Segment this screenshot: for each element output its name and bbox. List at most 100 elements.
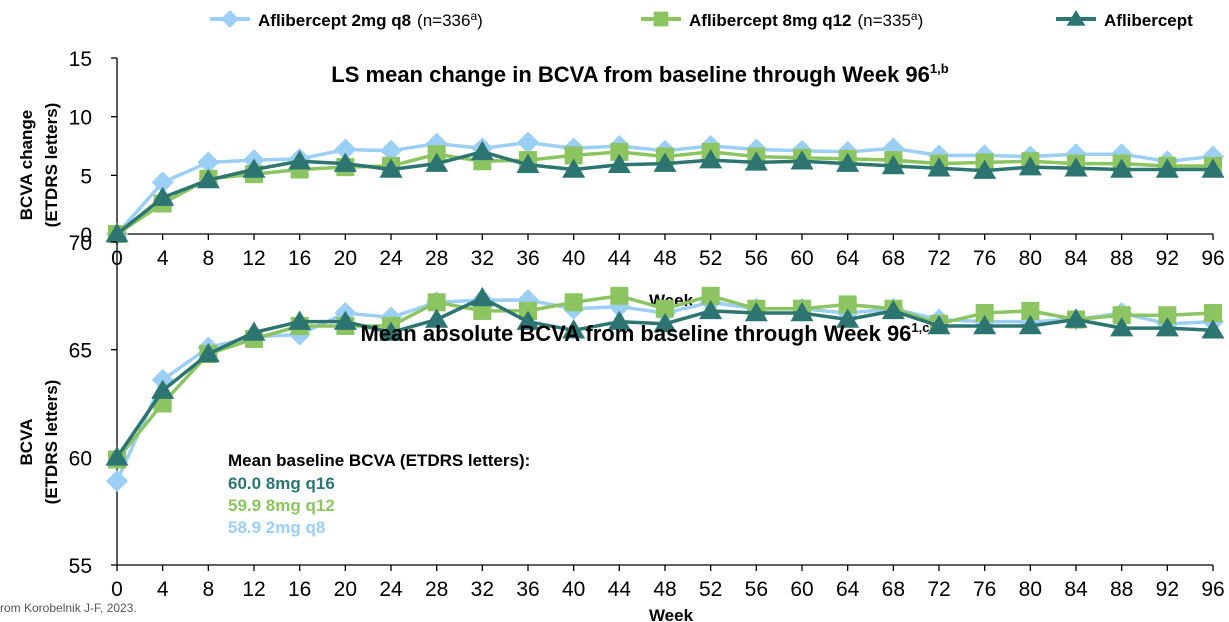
data-point [653,312,677,333]
data-point [470,286,494,307]
data-point [151,379,175,399]
x-tick-label: 60 [790,578,813,601]
data-point [562,158,586,178]
chart-title-sup: 1,c [911,320,929,335]
x-tick-label: 48 [653,247,676,270]
x-tick-label: 92 [1156,247,1179,270]
x-tick-label: 80 [1019,247,1042,270]
data-point [1155,158,1179,178]
x-tick-label: 32 [471,578,494,601]
data-point [425,152,449,172]
x-tick-label: 56 [745,578,768,601]
data-point [105,446,129,466]
data-point [607,153,631,174]
data-point [1064,308,1088,328]
legend-item: Aflibercept [1056,10,1193,30]
x-tick-label: 96 [1201,578,1224,601]
legend-label: Aflibercept [1104,11,1193,30]
x-tick-label: 96 [1201,247,1224,270]
x-tick-label: 84 [1064,578,1088,601]
data-point [1018,314,1042,335]
data-point [105,223,129,243]
legend-count: (n=336 [417,11,470,30]
data-point [379,321,403,341]
x-tick-label: 48 [653,578,676,601]
legend-marker [1066,10,1086,26]
data-point [790,150,814,170]
x-tick-label: 64 [836,578,860,601]
data-point [699,149,723,169]
data-point [699,299,723,320]
series-q16 [105,286,1225,466]
data-point [610,142,629,161]
data-point [242,321,266,341]
data-point [427,293,446,312]
legend: Aflibercept 2mg q8 (n=336a) Aflibercept 8m… [210,9,1193,30]
x-tick-label: 76 [973,578,996,601]
data-point [288,310,312,330]
x-tick-label: 52 [699,247,722,270]
annotation-line: 60.0 8mg q16 [228,474,335,493]
data-point [1110,317,1134,337]
data-point [927,314,951,335]
data-point [881,299,905,320]
annotation-line: 58.9 2mg q8 [228,518,325,537]
x-tick-label: 12 [242,578,265,601]
y-tick-label: 65 [69,340,92,363]
x-tick-label: 24 [379,578,403,601]
legend-count: (n=335 [858,11,911,30]
data-point [973,159,997,179]
data-point [288,150,312,170]
data-point [653,152,677,172]
data-point [610,286,629,305]
data-point [1201,158,1225,178]
data-point [379,158,403,178]
data-point [1110,158,1134,178]
legend-name: Aflibercept 8mg q12 [689,11,852,30]
x-tick-label: 36 [516,247,539,270]
legend-label: Aflibercept 2mg q8 (n=336a) [258,9,483,30]
chart-title-sup: 1,b [930,61,949,76]
data-point [1018,156,1042,176]
x-tick-label: 76 [973,247,996,270]
x-tick-label: 8 [202,247,214,270]
legend-sup: a [911,9,918,23]
x-tick-label: 0 [111,578,123,601]
legend-label: Aflibercept 8mg q12 (n=335a) [689,9,923,30]
y-tick-label: 60 [69,447,92,470]
data-point [333,310,357,330]
data-point [1021,301,1040,320]
data-point [1064,157,1088,177]
x-tick-label: 64 [836,247,860,270]
data-point [517,131,539,154]
data-point [655,299,675,318]
x-axis-title: Week [649,606,694,622]
data-point [607,310,631,330]
data-point [927,157,951,177]
legend-name: Aflibercept [1104,11,1193,30]
data-point [1112,306,1131,325]
chart-title: Mean absolute BCVA from baseline through… [360,320,929,346]
x-tick-label: 84 [1064,247,1088,270]
x-tick-label: 36 [516,578,539,601]
data-point [1158,306,1177,325]
x-tick-label: 40 [562,247,585,270]
legend-close: ) [477,11,483,30]
baseline-annotation: Mean baseline BCVA (ETDRS letters): 60.0 … [228,451,530,537]
data-point [197,151,220,174]
x-tick-label: 44 [608,247,632,270]
x-tick-label: 20 [334,247,357,270]
y-axis-title: (ETDRS letters) [42,380,61,505]
chart-title: LS mean change in BCVA from baseline thr… [331,61,948,87]
x-tick-label: 28 [425,578,448,601]
data-point [790,302,814,322]
legend-marker [221,10,239,28]
data-point [562,319,586,339]
chart-title-text: LS mean change in BCVA from baseline thr… [331,62,930,87]
data-point [836,308,860,328]
x-tick-label: 88 [1110,247,1133,270]
data-point [470,140,494,161]
x-tick-label: 80 [1019,578,1042,601]
legend-marker [653,11,669,27]
